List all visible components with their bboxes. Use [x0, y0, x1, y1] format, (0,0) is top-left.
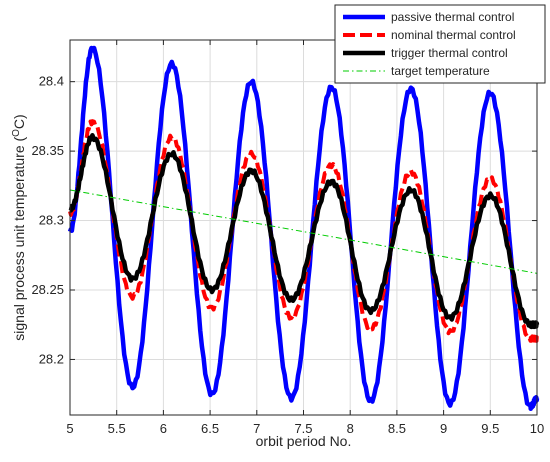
legend-label-2: trigger thermal control [391, 46, 508, 60]
y-tick-label: 28.25 [31, 282, 64, 297]
plot-series [67, 45, 540, 412]
axis-ticks: 5 5.5 6 6.5 7 7.5 8 8.5 9 9.5 10 28.2 28.25 28.3 28.35… [31, 40, 544, 436]
y-tick-label: 28.2 [39, 351, 64, 366]
y-tick-label: 28.35 [31, 143, 64, 158]
legend-label-0: passive thermal control [391, 10, 514, 24]
x-tick-label: 7.5 [294, 421, 312, 436]
x-tick-label: 9 [440, 421, 447, 436]
x-tick-label: 7 [253, 421, 260, 436]
legend-label-1: nominal thermal control [391, 28, 516, 42]
legend: passive thermal control nominal thermal c… [334, 4, 546, 84]
x-tick-label: 8 [347, 421, 354, 436]
series-line-2 [68, 133, 540, 330]
x-tick-label: 9.5 [481, 421, 499, 436]
y-tick-label: 28.4 [39, 74, 64, 89]
x-tick-label: 6.5 [201, 421, 219, 436]
x-tick-label: 8.5 [388, 421, 406, 436]
x-tick-label: 10 [530, 421, 544, 436]
series-line-3 [69, 189, 538, 274]
x-axis-label: orbit period No. [256, 433, 352, 449]
y-axis-label: signal process unit temperature (OC) [11, 114, 27, 340]
x-tick-label: 6 [160, 421, 167, 436]
x-tick-label: 5.5 [108, 421, 126, 436]
x-tick-label: 5 [66, 421, 73, 436]
y-tick-label: 28.3 [39, 213, 64, 228]
legend-label-3: target temperature [391, 64, 490, 78]
